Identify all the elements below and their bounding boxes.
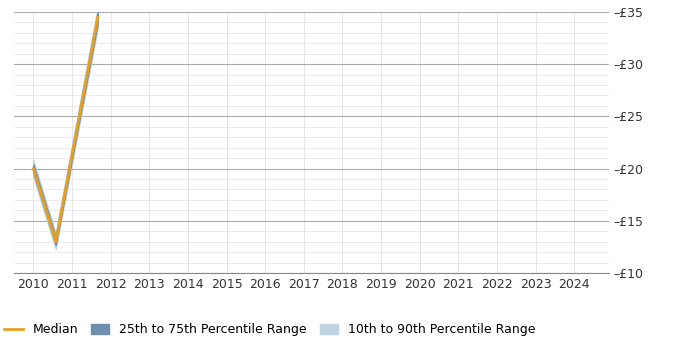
Legend: Median, 25th to 75th Percentile Range, 10th to 90th Percentile Range: Median, 25th to 75th Percentile Range, 1… [0,318,541,341]
